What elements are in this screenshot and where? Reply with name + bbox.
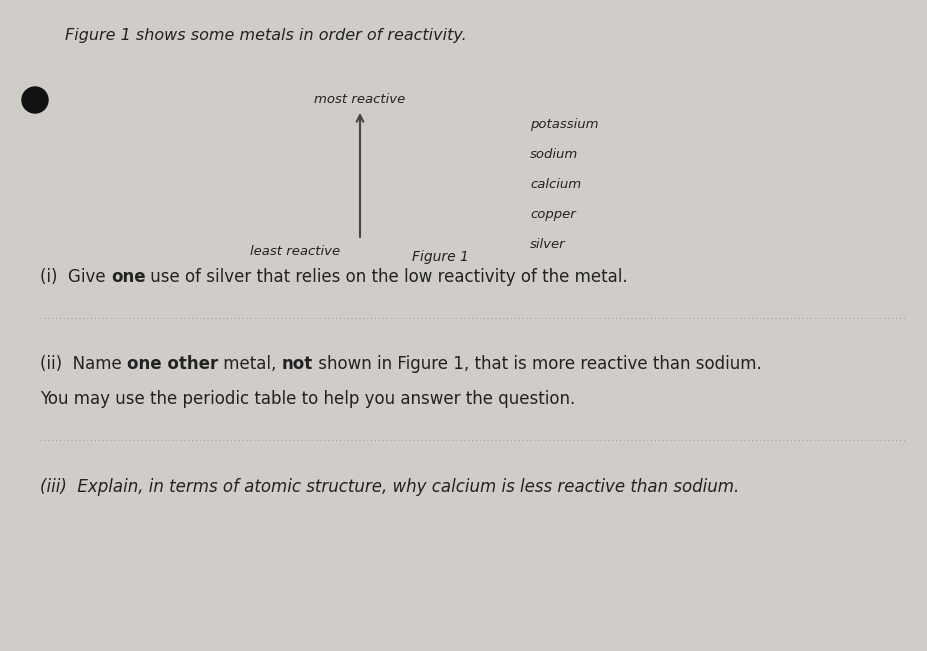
Circle shape: [22, 87, 48, 113]
Text: most reactive: most reactive: [314, 93, 405, 106]
Text: one: one: [110, 268, 146, 286]
Text: (ii)  Name: (ii) Name: [40, 355, 127, 373]
Text: least reactive: least reactive: [249, 245, 339, 258]
Text: one other: one other: [127, 355, 218, 373]
Text: use of silver that relies on the low reactivity of the metal.: use of silver that relies on the low rea…: [146, 268, 628, 286]
Text: shown in Figure 1, that is more reactive than sodium.: shown in Figure 1, that is more reactive…: [312, 355, 761, 373]
Text: (i)  Give: (i) Give: [40, 268, 110, 286]
Text: copper: copper: [529, 208, 575, 221]
Text: You may use the periodic table to help you answer the question.: You may use the periodic table to help y…: [40, 390, 575, 408]
Text: not: not: [282, 355, 312, 373]
Text: sodium: sodium: [529, 148, 578, 161]
Text: potassium: potassium: [529, 118, 598, 131]
Text: metal,: metal,: [218, 355, 282, 373]
Text: silver: silver: [529, 238, 565, 251]
Text: Figure 1: Figure 1: [411, 250, 468, 264]
Text: calcium: calcium: [529, 178, 580, 191]
Text: Figure 1 shows some metals in order of reactivity.: Figure 1 shows some metals in order of r…: [65, 28, 466, 43]
Text: (iii)  Explain, in terms of atomic structure, why calcium is less reactive than : (iii) Explain, in terms of atomic struct…: [40, 478, 739, 496]
